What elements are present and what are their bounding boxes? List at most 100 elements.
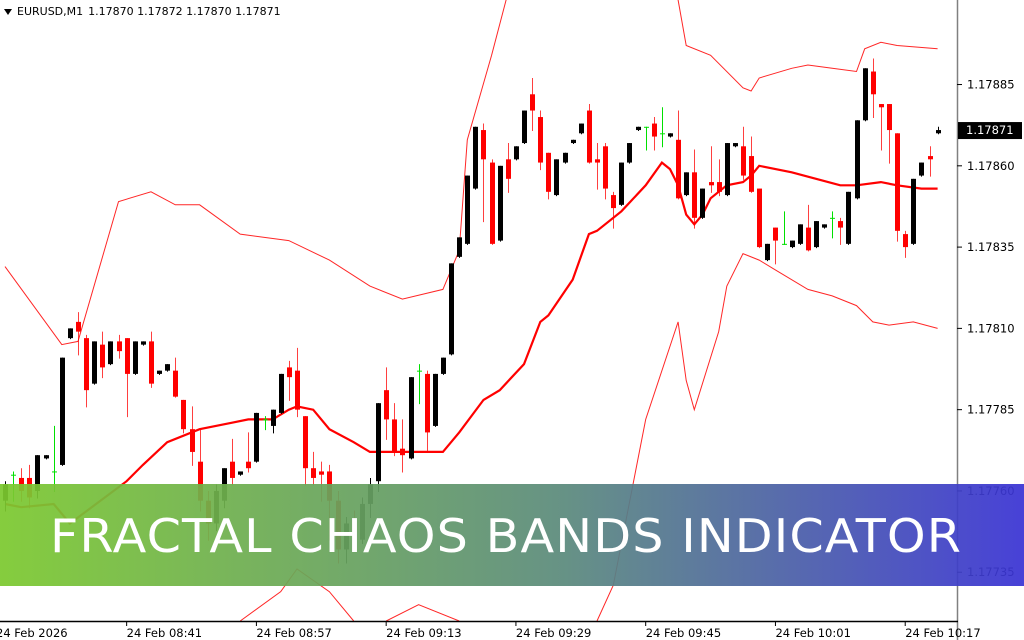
candle: [84, 334, 89, 408]
candle: [473, 126, 478, 190]
candle-body: [514, 146, 519, 160]
candle: [879, 104, 884, 151]
candle: [392, 403, 397, 457]
candle-body: [863, 68, 868, 121]
candle-body: [400, 448, 405, 456]
candle: [684, 172, 689, 197]
candle-body: [181, 399, 186, 430]
time-tick-label: 24 Feb 10:17: [905, 626, 980, 640]
candle: [117, 334, 122, 359]
candle: [141, 341, 146, 346]
time-axis[interactable]: 24 Feb 2026 24 Feb 08:41 24 Feb 08:57 24 Fe…: [0, 621, 981, 640]
candle: [125, 338, 130, 418]
candle: [919, 162, 924, 177]
candle: [449, 263, 454, 356]
candle-body: [928, 156, 933, 160]
candle: [830, 211, 835, 239]
candle-body: [903, 234, 908, 248]
candle-body: [133, 341, 138, 374]
candle: [181, 399, 186, 434]
candle: [303, 416, 308, 486]
candle-body: [498, 165, 503, 241]
candle-body: [76, 321, 81, 332]
banner-background: [0, 484, 1024, 586]
candle-body: [376, 403, 381, 482]
candle-body: [433, 373, 438, 426]
candle: [490, 159, 495, 245]
candle-body: [773, 227, 778, 241]
candle: [376, 403, 381, 492]
price-tick-label: 1.17785: [967, 403, 1015, 417]
candle-body: [198, 461, 203, 501]
candle-body: [238, 471, 243, 475]
candle-body: [441, 357, 446, 374]
candle: [287, 360, 292, 401]
candle-body: [676, 139, 681, 199]
candle-body: [668, 133, 673, 137]
time-tick-label: 24 Feb 09:29: [516, 626, 591, 640]
candle-body: [603, 146, 608, 189]
candle-body: [506, 159, 511, 179]
candle-body: [465, 175, 470, 244]
candle: [417, 364, 422, 405]
candle-body: [554, 159, 559, 196]
candle: [254, 412, 259, 463]
candle: [530, 78, 535, 132]
chart-header: EURUSD,M1 1.17870 1.17872 1.17870 1.1787…: [4, 5, 281, 18]
candle: [271, 409, 276, 434]
candle-body: [733, 143, 738, 147]
candle: [133, 341, 138, 375]
candle: [717, 159, 722, 197]
candle-body: [60, 357, 65, 465]
triangle-down-icon[interactable]: [4, 8, 12, 15]
candle: [790, 240, 795, 249]
banner-title: FRACTAL CHAOS BANDS INDICATOR: [50, 509, 962, 563]
candle: [749, 136, 754, 193]
ohlc-values: 1.17870 1.17872 1.17870 1.17871: [88, 5, 281, 18]
candle-body: [125, 338, 130, 374]
candle: [165, 364, 170, 372]
candle: [263, 416, 268, 431]
candle-body: [295, 370, 300, 410]
candle: [855, 120, 860, 200]
candle: [636, 126, 641, 132]
candle: [441, 357, 446, 375]
candle: [709, 146, 714, 193]
candle-body: [311, 468, 316, 478]
candle: [108, 341, 113, 366]
candle-body: [846, 191, 851, 244]
candle-body: [871, 71, 876, 95]
current-price-value: 1.17871: [966, 123, 1014, 137]
candle: [173, 357, 178, 398]
candle: [149, 331, 154, 388]
candle: [676, 110, 681, 200]
candle-body: [319, 471, 324, 475]
candle: [806, 204, 811, 252]
candle-body: [530, 94, 535, 111]
candle: [44, 455, 49, 460]
candle-body: [636, 126, 641, 131]
candle: [782, 211, 787, 245]
candle: [425, 370, 430, 453]
candle: [571, 139, 576, 145]
candle: [822, 224, 827, 229]
candle-body: [157, 370, 162, 374]
candle-body: [692, 172, 697, 218]
candle-body: [627, 143, 632, 163]
candle: [595, 143, 600, 190]
candle-body: [100, 344, 105, 368]
time-tick-label: 24 Feb 10:01: [775, 626, 850, 640]
candle: [846, 191, 851, 245]
candle: [644, 126, 649, 151]
candle: [157, 370, 162, 375]
candle: [587, 104, 592, 164]
candle: [238, 471, 243, 476]
candle: [692, 149, 697, 229]
candle: [911, 178, 916, 245]
candle: [433, 373, 438, 427]
candle: [295, 347, 300, 418]
candle-body: [287, 367, 292, 378]
candles: [3, 58, 941, 564]
candle-body: [246, 461, 251, 469]
